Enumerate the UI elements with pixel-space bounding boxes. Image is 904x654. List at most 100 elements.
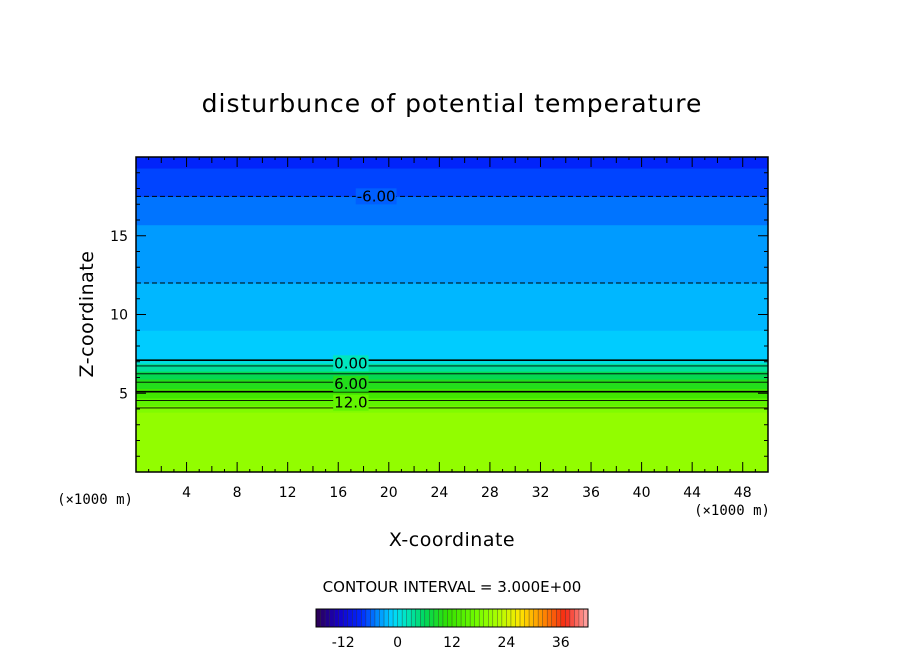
value-band bbox=[136, 405, 768, 413]
colorbar-cell bbox=[316, 609, 321, 627]
y-axis-label: Z-coordinate bbox=[76, 251, 98, 378]
colorbar-cell bbox=[397, 609, 403, 627]
colorbar-cell bbox=[583, 609, 589, 627]
x-tick-label: 44 bbox=[683, 485, 701, 501]
colorbar-cell bbox=[411, 609, 417, 627]
colorbar-cell bbox=[361, 609, 367, 627]
colorbar-tick-label: 24 bbox=[497, 635, 515, 651]
colorbar-cell bbox=[393, 609, 398, 627]
colorbar-cell bbox=[370, 609, 376, 627]
colorbar-cell bbox=[329, 609, 335, 627]
y-tick-label: 5 bbox=[119, 386, 128, 402]
colorbar-cell bbox=[542, 609, 548, 627]
x-unit-label: (×1000 m) bbox=[694, 503, 770, 519]
colorbar-cell bbox=[384, 609, 389, 627]
colorbar-cell bbox=[424, 609, 430, 627]
x-tick-label: 20 bbox=[380, 485, 398, 501]
colorbar-cell bbox=[569, 609, 575, 627]
contour-label-bg bbox=[355, 188, 397, 205]
colorbar-ticks: -12 0 12 24 36 bbox=[332, 635, 570, 651]
x-tick-label: 40 bbox=[633, 485, 651, 501]
colorbar-cell bbox=[565, 609, 571, 627]
value-band bbox=[136, 196, 768, 226]
plot-area bbox=[136, 157, 768, 473]
colorbar-cell bbox=[447, 609, 453, 627]
value-band bbox=[136, 330, 768, 360]
colorbar-cell bbox=[388, 609, 394, 627]
colorbar-cell bbox=[374, 609, 380, 627]
contour-label: 0.00 bbox=[334, 354, 367, 372]
colorbar-cell bbox=[488, 609, 494, 627]
colorbar-cell bbox=[501, 609, 507, 627]
value-band bbox=[136, 358, 768, 364]
x-tick-label: 4 bbox=[182, 485, 191, 501]
x-tick-label: 12 bbox=[279, 485, 297, 501]
colorbar-cell bbox=[510, 609, 516, 627]
colorbar-cell bbox=[343, 609, 349, 627]
value-band bbox=[136, 412, 768, 473]
colorbar-cell bbox=[474, 609, 480, 627]
y-tick-label: 10 bbox=[110, 308, 128, 324]
value-band bbox=[136, 224, 768, 284]
x-axis-ticks: 4 8 12 16 20 24 28 32 36 40 44 48 bbox=[148, 157, 756, 501]
colorbar-cell bbox=[560, 609, 566, 627]
value-band bbox=[136, 397, 768, 407]
colorbar-cell bbox=[515, 609, 521, 627]
colorbar-cell bbox=[556, 609, 562, 627]
colorbar-cell bbox=[325, 609, 330, 627]
colorbar-cell bbox=[492, 609, 498, 627]
colorbar-tick-label: -12 bbox=[332, 635, 355, 651]
colorbar-cell bbox=[420, 609, 426, 627]
value-band bbox=[136, 388, 768, 399]
colorbar-cell bbox=[320, 609, 326, 627]
colorbar-cell bbox=[347, 609, 353, 627]
x-tick-label: 28 bbox=[481, 485, 499, 501]
colorbar bbox=[315, 608, 589, 628]
colorbar-cell bbox=[402, 609, 408, 627]
colorbar-cell bbox=[442, 609, 448, 627]
colorbar-cell bbox=[461, 609, 466, 627]
value-band bbox=[136, 379, 768, 390]
colorbar-frame bbox=[315, 608, 589, 628]
x-tick-label: 32 bbox=[532, 485, 550, 501]
y-tick-label: 15 bbox=[110, 229, 128, 245]
colorbar-cell bbox=[483, 609, 489, 627]
colorbar-cell bbox=[433, 609, 439, 627]
value-band bbox=[136, 363, 768, 372]
colorbar-cell bbox=[547, 609, 553, 627]
colorbar-cell bbox=[506, 609, 512, 627]
colorbar-cell bbox=[551, 609, 557, 627]
x-tick-label: 8 bbox=[233, 485, 242, 501]
value-band bbox=[136, 283, 768, 331]
x-tick-label: 48 bbox=[734, 485, 752, 501]
colorbar-tick-label: 0 bbox=[393, 635, 402, 651]
chart-title: disturbunce of potential temperature bbox=[202, 89, 703, 118]
contour-label-bg bbox=[333, 375, 369, 392]
colorbar-cell bbox=[338, 609, 344, 627]
colorbar-cell bbox=[538, 609, 544, 627]
colorbar-cell bbox=[356, 609, 362, 627]
colorbar-tick-label: 36 bbox=[552, 635, 570, 651]
colorbar-cell bbox=[379, 609, 385, 627]
colorbar-cell bbox=[574, 609, 580, 627]
colorbar-cell bbox=[479, 609, 485, 627]
colorbar-cell bbox=[365, 609, 371, 627]
colorbar-cell bbox=[438, 609, 444, 627]
colorbar-cell bbox=[497, 609, 503, 627]
contour-label: 12.0 bbox=[334, 394, 367, 412]
contour-label-bg bbox=[333, 355, 369, 372]
value-band bbox=[136, 371, 768, 380]
colorbar-cell bbox=[415, 609, 421, 627]
colorbar-cell bbox=[524, 609, 530, 627]
colorbar-cell bbox=[533, 609, 539, 627]
value-band bbox=[136, 168, 768, 197]
colorbar-cell bbox=[529, 609, 534, 627]
colorbar-cell bbox=[520, 609, 525, 627]
y-unit-label: (×1000 m) bbox=[57, 492, 133, 508]
contour-label: -6.00 bbox=[357, 187, 396, 205]
colorbar-cell bbox=[456, 609, 462, 627]
colorbar-tick-label: 12 bbox=[443, 635, 461, 651]
value-band bbox=[136, 157, 768, 169]
